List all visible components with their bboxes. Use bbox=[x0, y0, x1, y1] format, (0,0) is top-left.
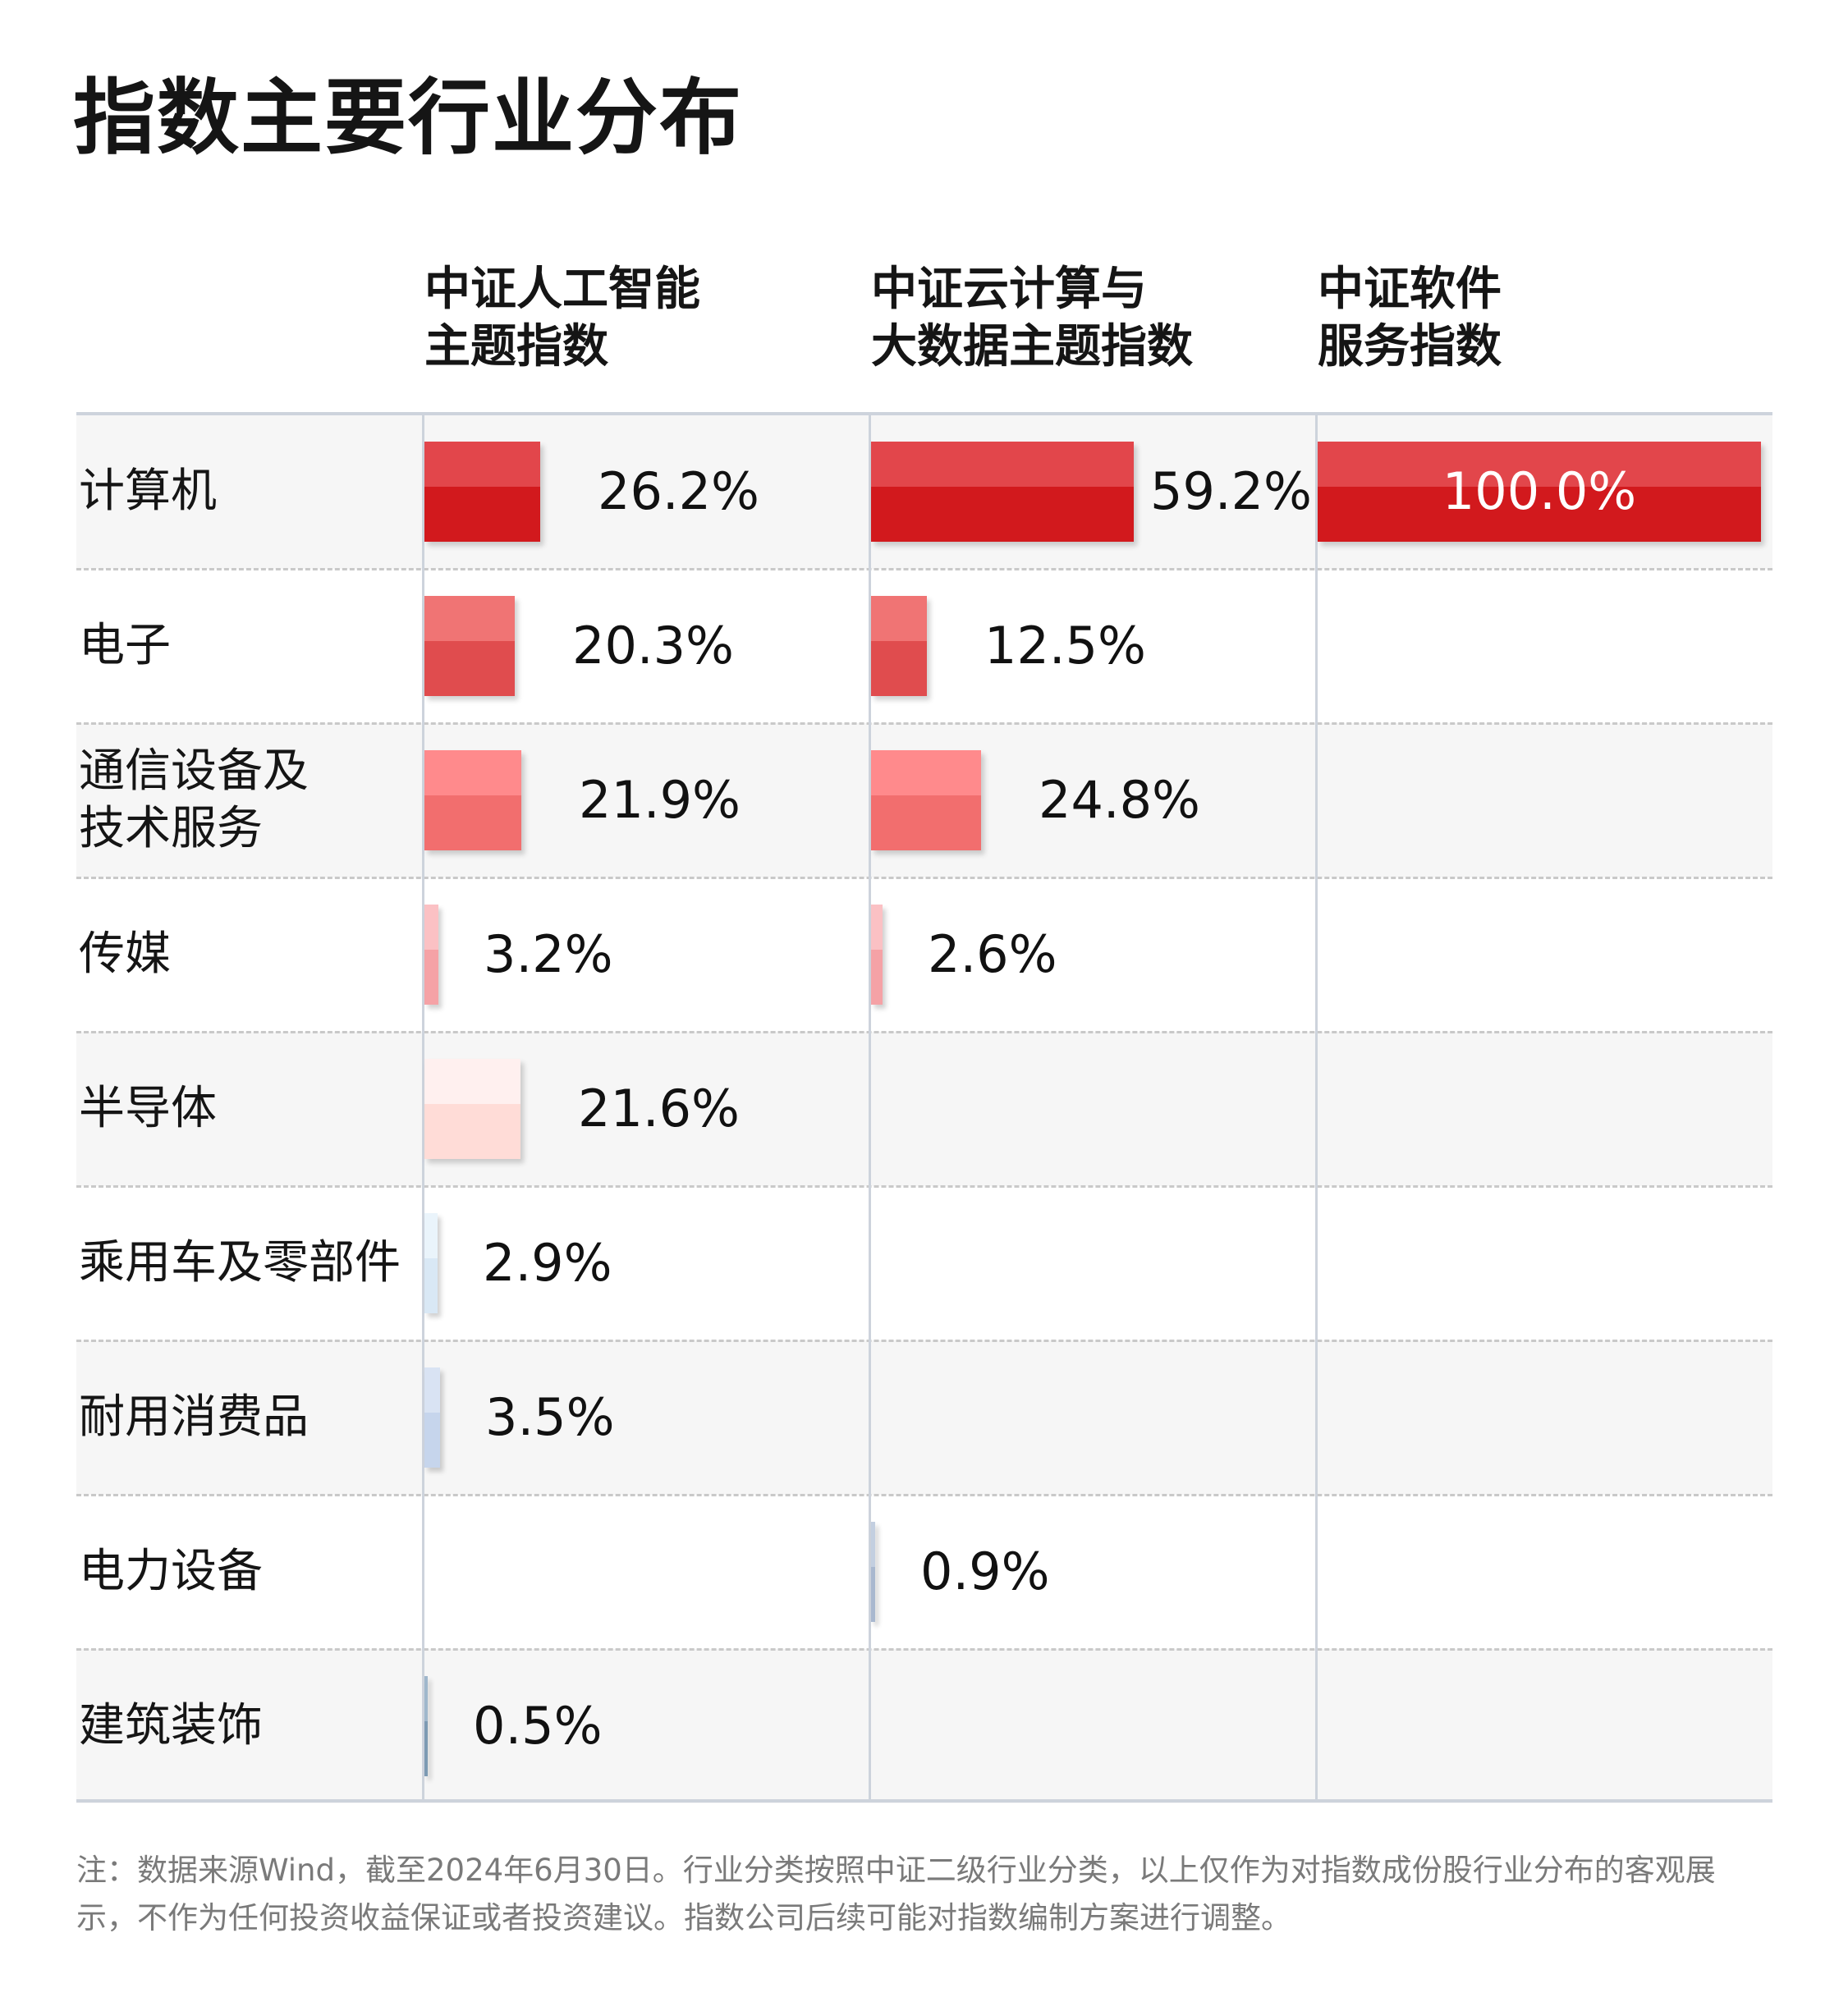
row-divider bbox=[76, 1031, 1772, 1033]
column-header-ai: 中证人工智能 主题指数 bbox=[424, 261, 700, 376]
category-label-line: 传媒 bbox=[79, 928, 171, 981]
column-header-line: 服务指数 bbox=[1318, 320, 1502, 373]
column-header-software: 中证软件 服务指数 bbox=[1318, 261, 1502, 376]
bar bbox=[871, 905, 883, 1005]
row-divider bbox=[76, 1648, 1772, 1651]
column-divider bbox=[1315, 413, 1318, 1800]
category-label-text: 半导体 bbox=[79, 1080, 217, 1138]
column-header-line: 中证云计算与 bbox=[871, 263, 1147, 316]
bar bbox=[424, 1367, 440, 1468]
column-header-line: 中证人工智能 bbox=[424, 263, 700, 316]
table-row-background bbox=[76, 1649, 1772, 1803]
bar-value-label: 0.5% bbox=[473, 1696, 603, 1756]
bar-value-label: 3.2% bbox=[484, 924, 613, 984]
bar-value-label: 26.2% bbox=[598, 461, 759, 521]
bar bbox=[424, 1213, 438, 1313]
category-label-line: 通信设备及 bbox=[79, 744, 309, 798]
column-header-line: 主题指数 bbox=[424, 320, 608, 373]
category-label-line: 电子 bbox=[79, 619, 171, 672]
bar-value-label: 24.8% bbox=[1039, 770, 1200, 830]
bar-value-label: 3.5% bbox=[485, 1387, 615, 1447]
bar bbox=[1318, 442, 1761, 542]
row-divider bbox=[76, 568, 1772, 570]
column-header-line: 大数据主题指数 bbox=[871, 320, 1193, 373]
category-label: 传媒 bbox=[79, 877, 424, 1032]
bar bbox=[871, 750, 981, 850]
category-label: 乘用车及零部件 bbox=[79, 1186, 424, 1340]
category-label-text: 电力设备 bbox=[79, 1543, 263, 1601]
bar bbox=[424, 750, 521, 850]
bar bbox=[871, 442, 1134, 542]
category-label-text: 耐用消费品 bbox=[79, 1389, 309, 1446]
category-label: 电子 bbox=[79, 569, 424, 723]
bar-value-label: 2.6% bbox=[928, 924, 1057, 984]
category-label: 半导体 bbox=[79, 1032, 424, 1186]
category-label: 电力设备 bbox=[79, 1495, 424, 1649]
category-label-line: 乘用车及零部件 bbox=[79, 1236, 401, 1290]
bar-value-label: 59.2% bbox=[1150, 461, 1312, 521]
bar bbox=[424, 905, 438, 1005]
category-label-line: 半导体 bbox=[79, 1082, 217, 1135]
footnote: 注：数据来源Wind，截至2024年6月30日。行业分类按照中证二级行业分类，以… bbox=[76, 1853, 1716, 1935]
bar-value-label: 0.9% bbox=[920, 1541, 1050, 1601]
table-bottom-border bbox=[76, 1799, 1772, 1803]
category-label-line: 电力设备 bbox=[79, 1545, 263, 1598]
bar-value-label: 20.3% bbox=[572, 616, 734, 676]
bar bbox=[871, 1522, 875, 1622]
category-label: 耐用消费品 bbox=[79, 1340, 424, 1495]
bar-value-label: 12.5% bbox=[984, 616, 1146, 676]
category-label-text: 电子 bbox=[79, 617, 171, 675]
category-label-line: 技术服务 bbox=[79, 802, 263, 855]
page-title: 指数主要行业分布 bbox=[73, 70, 743, 166]
bar bbox=[424, 1059, 520, 1159]
category-label-line: 计算机 bbox=[79, 465, 217, 518]
category-label-line: 耐用消费品 bbox=[79, 1390, 309, 1444]
category-label-line: 建筑装饰 bbox=[79, 1699, 263, 1752]
row-divider bbox=[76, 877, 1772, 879]
column-header-line: 中证软件 bbox=[1318, 263, 1502, 316]
category-label: 通信设备及 技术服务 bbox=[79, 723, 424, 877]
column-divider bbox=[869, 413, 871, 1800]
bar-value-label: 100.0% bbox=[1442, 461, 1637, 521]
bar bbox=[424, 1676, 428, 1776]
column-header-cloud: 中证云计算与 大数据主题指数 bbox=[871, 261, 1193, 376]
row-divider bbox=[76, 1340, 1772, 1342]
row-divider bbox=[76, 1185, 1772, 1188]
bar bbox=[871, 596, 927, 696]
category-label-text: 乘用车及零部件 bbox=[79, 1235, 401, 1292]
category-label-text: 通信设备及 技术服务 bbox=[79, 743, 309, 858]
bar bbox=[424, 442, 540, 542]
bar-value-label: 21.6% bbox=[578, 1079, 740, 1138]
table-row-background bbox=[76, 1032, 1772, 1186]
category-label: 计算机 bbox=[79, 415, 424, 569]
category-label-text: 传媒 bbox=[79, 926, 171, 983]
column-divider bbox=[422, 413, 424, 1800]
row-divider bbox=[76, 1494, 1772, 1496]
bar-value-label: 2.9% bbox=[483, 1233, 612, 1293]
category-label: 建筑装饰 bbox=[79, 1649, 424, 1803]
table-top-border bbox=[76, 412, 1772, 415]
category-label-text: 计算机 bbox=[79, 463, 217, 520]
row-divider bbox=[76, 722, 1772, 725]
bar bbox=[424, 596, 515, 696]
category-label-text: 建筑装饰 bbox=[79, 1697, 263, 1755]
bar-value-label: 21.9% bbox=[579, 770, 741, 830]
table-row-background bbox=[76, 1340, 1772, 1495]
